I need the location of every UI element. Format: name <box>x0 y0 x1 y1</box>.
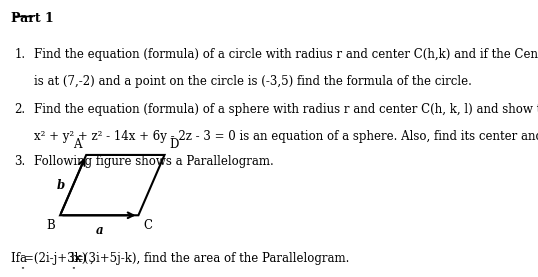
Text: Find the equation (formula) of a sphere with radius r and center C(h, k, l) and : Find the equation (formula) of a sphere … <box>34 103 538 116</box>
Text: 1.: 1. <box>15 48 26 61</box>
Text: b: b <box>70 252 78 265</box>
Text: =(2i-j+3k) ,: =(2i-j+3k) , <box>24 252 97 265</box>
Text: If: If <box>11 252 24 265</box>
Text: B: B <box>46 219 55 232</box>
Text: Part 1: Part 1 <box>11 12 54 25</box>
Text: A: A <box>73 138 81 151</box>
Text: D: D <box>169 138 179 151</box>
Text: x² + y² + z² - 14x + 6y - 2z - 3 = 0 is an equation of a sphere. Also, find its : x² + y² + z² - 14x + 6y - 2z - 3 = 0 is … <box>34 130 538 143</box>
Text: a: a <box>20 252 27 265</box>
Text: C: C <box>143 219 152 232</box>
Text: b: b <box>56 179 65 192</box>
Text: a: a <box>95 224 103 237</box>
Text: Find the equation (formula) of a circle with radius r and center C(h,k) and if t: Find the equation (formula) of a circle … <box>34 48 538 61</box>
Text: =(3i+5j-k), find the area of the Parallelogram.: =(3i+5j-k), find the area of the Paralle… <box>74 252 350 265</box>
Text: Following figure shows a Parallelogram.: Following figure shows a Parallelogram. <box>34 155 274 168</box>
Text: 3.: 3. <box>15 155 26 168</box>
Text: is at (7,-2) and a point on the circle is (-3,5) find the formula of the circle.: is at (7,-2) and a point on the circle i… <box>34 75 472 88</box>
Text: 2.: 2. <box>15 103 26 116</box>
